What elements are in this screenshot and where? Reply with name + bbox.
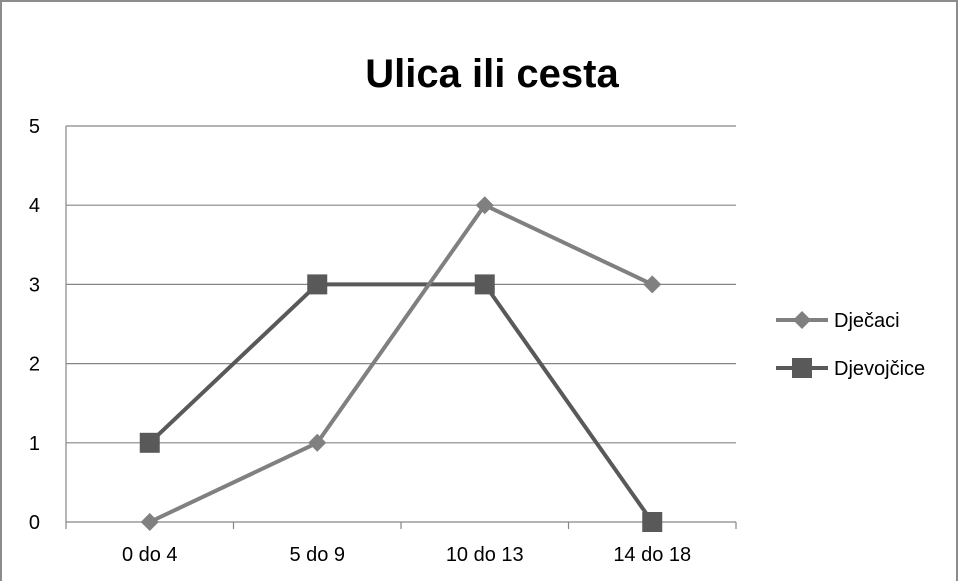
legend-label: Dječaci	[834, 310, 900, 332]
chart-title: Ulica ili cesta	[365, 52, 619, 96]
x-tick-label: 14 do 18	[613, 544, 691, 566]
diamond-marker	[140, 513, 159, 531]
series-2	[139, 274, 663, 532]
series-layer	[139, 196, 663, 532]
diamond-marker	[475, 196, 494, 215]
x-tick-label: 0 do 4	[122, 544, 178, 566]
series-1	[140, 196, 662, 531]
series-line	[148, 282, 654, 524]
legend-diamond-marker	[793, 311, 811, 329]
square-marker	[139, 432, 160, 453]
square-marker	[642, 512, 663, 532]
legend: Dječaci Djevojčice	[776, 310, 925, 380]
x-tick-label: 10 do 13	[446, 544, 524, 566]
square-marker	[474, 274, 495, 295]
legend-square-marker	[792, 358, 812, 378]
square-marker	[307, 274, 328, 295]
y-tick-label: 5	[29, 116, 40, 138]
x-axis-ticks: 0 do 4 5 do 9 10 do 13 14 do 18	[65, 522, 737, 566]
legend-item: Djevojčice	[776, 358, 925, 380]
y-tick-label: 0	[29, 512, 40, 534]
y-axis-ticks: 0 1 2 3 4 5	[29, 116, 40, 534]
y-tick-label: 4	[29, 195, 40, 217]
legend-label: Djevojčice	[834, 358, 925, 380]
series-line	[148, 203, 654, 524]
diamond-marker	[643, 275, 662, 294]
legend-item: Dječaci	[776, 310, 900, 332]
y-tick-label: 3	[29, 274, 40, 296]
diamond-marker	[308, 433, 327, 452]
y-tick-label: 1	[29, 433, 40, 455]
x-tick-label: 5 do 9	[289, 544, 345, 566]
y-tick-label: 2	[29, 354, 40, 376]
gridlines	[65, 125, 736, 523]
